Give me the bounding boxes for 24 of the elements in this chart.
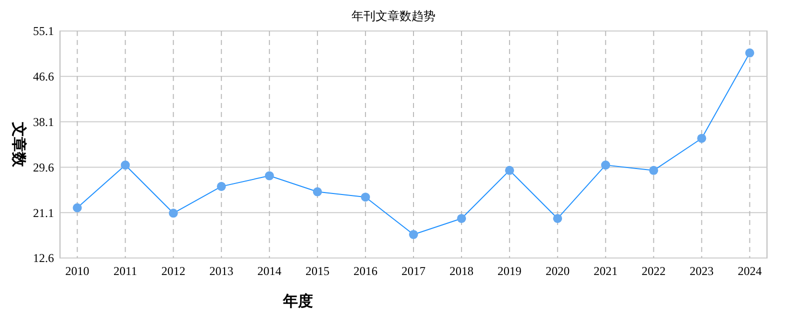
x-tick-label: 2013 <box>209 264 234 278</box>
x-tick-label: 2024 <box>738 264 762 278</box>
y-tick-label: 55.1 <box>33 24 54 38</box>
x-tick-label: 2010 <box>65 264 90 278</box>
x-tick-label: 2017 <box>402 264 426 278</box>
x-tick-label: 2018 <box>450 264 474 278</box>
x-tick-label: 2020 <box>546 264 570 278</box>
y-tick-label: 46.6 <box>33 70 54 84</box>
x-tick-label: 2014 <box>257 264 282 278</box>
x-tick-label: 2015 <box>305 264 330 278</box>
x-tick-label: 2019 <box>498 264 522 278</box>
y-tick-label: 38.1 <box>33 115 54 129</box>
chart-title: 年刊文章数趋势 <box>352 9 436 23</box>
x-tick-label: 2021 <box>594 264 618 278</box>
x-tick-label: 2011 <box>114 264 138 278</box>
x-tick-label: 2012 <box>161 264 186 278</box>
x-tick-label: 2023 <box>690 264 714 278</box>
y-axis-title: 文章数 <box>10 121 28 168</box>
x-axis-title: 年度 <box>282 292 313 310</box>
x-tick-label: 2016 <box>353 264 378 278</box>
x-tick-label: 2022 <box>642 264 666 278</box>
y-tick-label: 29.6 <box>33 160 54 174</box>
y-tick-label: 21.1 <box>33 206 54 220</box>
y-tick-label: 12.6 <box>33 251 54 266</box>
